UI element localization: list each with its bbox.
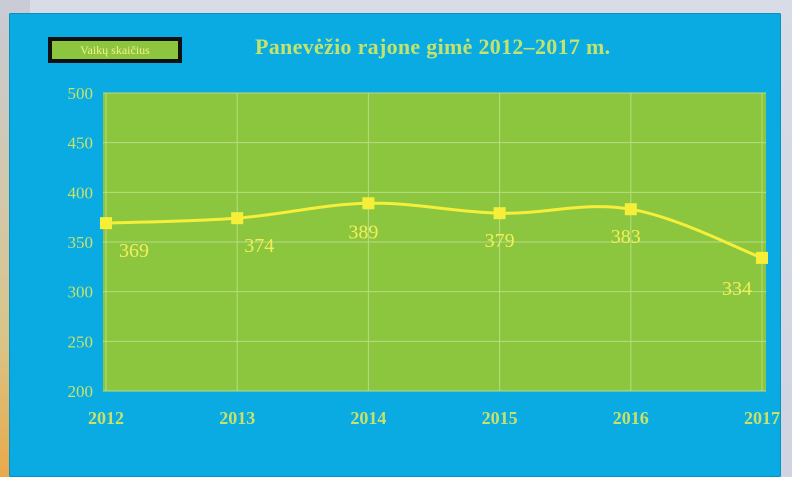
data-point-marker — [362, 197, 375, 210]
data-label: 334 — [722, 278, 752, 300]
data-label: 379 — [485, 230, 515, 252]
data-point-marker — [231, 212, 244, 225]
legend: Vaikų skaičius — [48, 37, 182, 63]
data-point-marker — [756, 251, 768, 264]
x-tick-label: 2016 — [613, 408, 649, 428]
x-tick-label: 2014 — [350, 408, 386, 428]
y-tick-label: 500 — [68, 84, 94, 103]
x-tick-label: 2013 — [219, 408, 255, 428]
legend-label: Vaikų skaičius — [80, 42, 150, 57]
x-tick-label: 2015 — [482, 408, 518, 428]
series-line — [105, 201, 763, 260]
data-point-marker — [493, 207, 506, 220]
data-label: 369 — [119, 240, 149, 262]
chart-title: Panevėžio rajone gimė 2012–2017 m. — [255, 34, 611, 59]
data-point-marker — [100, 217, 112, 230]
y-tick-label: 350 — [68, 233, 94, 252]
y-tick-label: 450 — [68, 134, 94, 153]
y-tick-label: 250 — [68, 332, 94, 351]
x-tick-label: 2017 — [744, 408, 780, 428]
x-tick-label: 2012 — [88, 408, 124, 428]
y-tick-label: 300 — [68, 283, 94, 302]
data-point-marker — [624, 203, 637, 216]
y-tick-label: 400 — [68, 183, 94, 202]
y-tick-label: 200 — [68, 382, 94, 401]
data-label: 389 — [348, 221, 378, 243]
data-label: 383 — [611, 226, 641, 248]
data-label: 374 — [244, 235, 274, 257]
